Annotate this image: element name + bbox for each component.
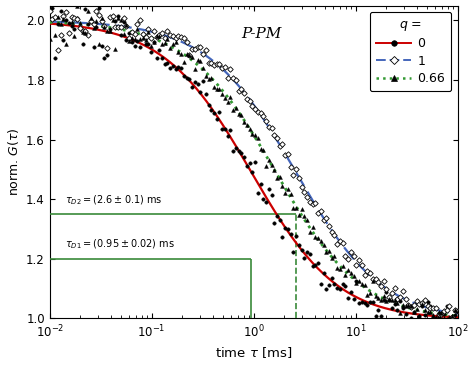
Legend: 0, 1, 0.66: 0, 1, 0.66: [370, 12, 451, 92]
Text: $\tau_{D2} = (2.6 \pm 0.1)$ ms: $\tau_{D2} = (2.6 \pm 0.1)$ ms: [64, 193, 162, 207]
Y-axis label: norm. $G(\tau)$: norm. $G(\tau)$: [6, 128, 20, 197]
Text: $\tau_{D1} = (0.95 \pm 0.02)$ ms: $\tau_{D1} = (0.95 \pm 0.02)$ ms: [64, 238, 174, 251]
X-axis label: time $\tau$ [ms]: time $\tau$ [ms]: [215, 346, 292, 361]
Text: P-PM: P-PM: [242, 27, 282, 41]
